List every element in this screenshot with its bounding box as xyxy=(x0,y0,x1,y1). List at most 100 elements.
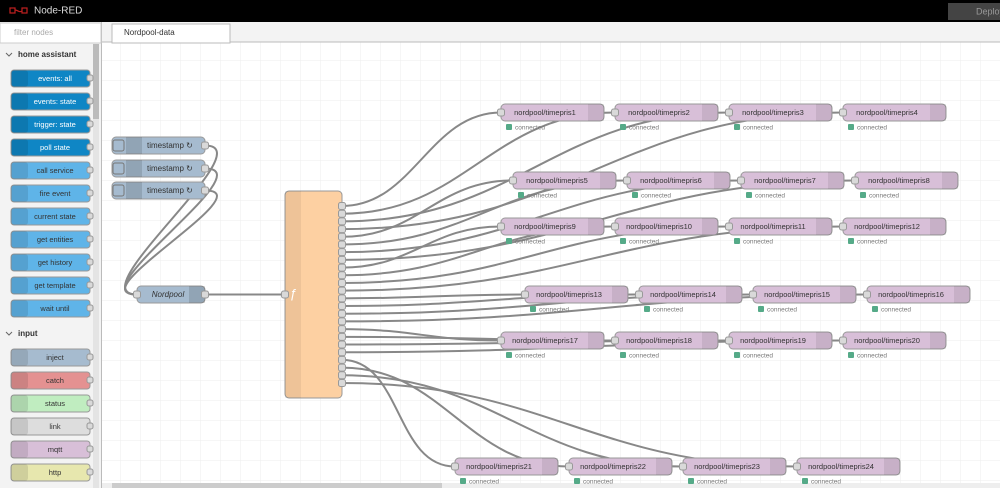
palette-node-port[interactable] xyxy=(86,468,94,476)
node-port[interactable] xyxy=(749,290,757,299)
palette-scroll-thumb[interactable] xyxy=(93,44,99,119)
palette-node-label[interactable]: mqtt xyxy=(48,445,64,454)
mqtt-label[interactable]: nordpool/timepris2 xyxy=(628,108,690,117)
palette-node-label[interactable]: catch xyxy=(46,376,64,385)
node-port[interactable] xyxy=(839,336,847,345)
node-port[interactable] xyxy=(338,202,346,210)
mqtt-label[interactable]: nordpool/timepris1 xyxy=(514,108,576,117)
palette-node-icon[interactable] xyxy=(11,418,28,435)
palette-node-port[interactable] xyxy=(86,304,94,312)
palette-node-icon[interactable] xyxy=(11,277,28,294)
mqtt-label[interactable]: nordpool/timepris21 xyxy=(466,462,532,471)
node-port[interactable] xyxy=(509,176,517,185)
node-port[interactable] xyxy=(839,222,847,231)
palette-node-label[interactable]: trigger: state xyxy=(34,120,76,129)
mqtt-label[interactable]: nordpool/timepris8 xyxy=(868,176,930,185)
h-scrollbar[interactable] xyxy=(102,483,1000,488)
palette-node-icon[interactable] xyxy=(11,254,28,271)
node-port[interactable] xyxy=(635,290,643,299)
node-port[interactable] xyxy=(338,232,346,241)
palette-node-icon[interactable] xyxy=(11,300,28,317)
node-port[interactable] xyxy=(851,176,859,185)
inject-label[interactable]: timestamp ↻ xyxy=(147,186,193,195)
node-port[interactable] xyxy=(201,290,209,299)
palette-category-label[interactable]: home assistant xyxy=(18,50,77,59)
palette-node-port[interactable] xyxy=(86,422,94,430)
node-port[interactable] xyxy=(611,336,619,345)
node-port[interactable] xyxy=(338,240,346,249)
palette-node-icon[interactable] xyxy=(11,162,28,179)
node-port[interactable] xyxy=(338,278,346,287)
node-port[interactable] xyxy=(338,371,346,380)
node-port[interactable] xyxy=(497,108,505,117)
node-port[interactable] xyxy=(338,294,346,303)
node-port[interactable] xyxy=(338,302,346,311)
inject-label[interactable]: timestamp ↻ xyxy=(147,141,193,150)
palette-node-port[interactable] xyxy=(86,445,94,453)
mqtt-label[interactable]: nordpool/timepris22 xyxy=(580,462,646,471)
mqtt-label[interactable]: nordpool/timepris15 xyxy=(764,290,830,299)
mqtt-label[interactable]: nordpool/timepris9 xyxy=(514,222,576,231)
node-port[interactable] xyxy=(338,325,346,334)
filter-placeholder[interactable]: filter nodes xyxy=(14,28,53,37)
palette-node-label[interactable]: get entities xyxy=(37,235,74,244)
palette-node-icon[interactable] xyxy=(11,372,28,389)
palette-category-header[interactable] xyxy=(0,327,92,341)
inject-button[interactable] xyxy=(112,162,125,175)
node-port[interactable] xyxy=(338,263,346,272)
palette-node-icon[interactable] xyxy=(11,208,28,225)
palette-category-label[interactable]: input xyxy=(18,329,38,338)
category-chevron[interactable] xyxy=(5,52,13,57)
palette-node-icon[interactable] xyxy=(11,349,28,366)
palette-node-port[interactable] xyxy=(86,258,94,266)
palette-node-icon[interactable] xyxy=(11,139,28,156)
mqtt-label[interactable]: nordpool/timepris17 xyxy=(512,336,578,345)
mqtt-label[interactable]: nordpool/timepris18 xyxy=(626,336,692,345)
mqtt-label[interactable]: nordpool/timepris24 xyxy=(808,462,874,471)
mqtt-label[interactable]: nordpool/timepris13 xyxy=(536,290,602,299)
deploy-button[interactable] xyxy=(948,3,1000,20)
node-port[interactable] xyxy=(338,209,346,218)
palette-node-port[interactable] xyxy=(86,143,94,151)
palette-node-port[interactable] xyxy=(86,235,94,243)
deploy-label[interactable]: Deploy xyxy=(976,6,1000,16)
mqtt-label[interactable]: nordpool/timepris16 xyxy=(878,290,944,299)
node-port[interactable] xyxy=(679,462,687,471)
palette-node-label[interactable]: poll state xyxy=(40,143,70,152)
node-port[interactable] xyxy=(565,462,573,471)
node-port[interactable] xyxy=(133,290,141,299)
node-port[interactable] xyxy=(725,222,733,231)
palette-node-icon[interactable] xyxy=(11,464,28,481)
node-port[interactable] xyxy=(338,363,346,372)
palette-node-port[interactable] xyxy=(86,74,94,82)
node-port[interactable] xyxy=(725,336,733,345)
category-chevron[interactable] xyxy=(5,331,13,336)
node-port[interactable] xyxy=(338,217,346,226)
palette-node-label[interactable]: fire event xyxy=(40,189,72,198)
palette-node-port[interactable] xyxy=(86,120,94,128)
node-port[interactable] xyxy=(201,141,209,150)
palette-node-label[interactable]: events: state xyxy=(34,97,77,106)
palette-filter[interactable] xyxy=(0,22,102,44)
node-port[interactable] xyxy=(338,379,346,387)
tab-label[interactable]: Nordpool-data xyxy=(124,28,175,37)
palette-node-label[interactable]: get history xyxy=(38,258,73,267)
node-port[interactable] xyxy=(611,222,619,231)
palette-node-icon[interactable] xyxy=(11,116,28,133)
node-port[interactable] xyxy=(201,186,209,195)
node-port[interactable] xyxy=(338,309,346,318)
node-port[interactable] xyxy=(497,222,505,231)
inject-button[interactable] xyxy=(112,184,125,197)
node-port[interactable] xyxy=(497,336,505,345)
palette-node-icon[interactable] xyxy=(11,395,28,412)
node-port[interactable] xyxy=(611,108,619,117)
palette-node-port[interactable] xyxy=(86,189,94,197)
mqtt-label[interactable]: nordpool/timepris23 xyxy=(694,462,760,471)
palette-node-port[interactable] xyxy=(86,376,94,384)
h-scroll-thumb[interactable] xyxy=(112,483,442,488)
node-port[interactable] xyxy=(338,348,346,357)
node-port[interactable] xyxy=(863,290,871,299)
palette-node-label[interactable]: wait until xyxy=(39,304,70,313)
node-port[interactable] xyxy=(338,271,346,280)
node-port[interactable] xyxy=(338,255,346,264)
